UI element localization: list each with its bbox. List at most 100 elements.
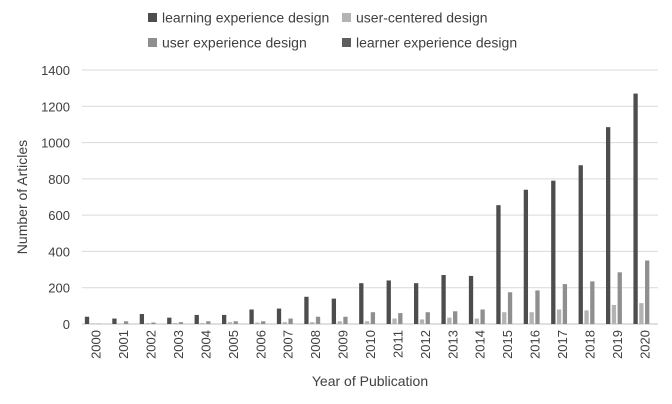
bar bbox=[633, 93, 638, 324]
bar bbox=[151, 322, 156, 324]
bar bbox=[398, 313, 403, 324]
bar bbox=[118, 323, 123, 324]
x-tick-label: 2013 bbox=[445, 330, 460, 359]
bar bbox=[551, 180, 556, 324]
bar bbox=[194, 314, 199, 324]
bar bbox=[468, 275, 474, 324]
y-tick-label: 400 bbox=[48, 244, 70, 259]
bar bbox=[337, 321, 342, 324]
bar bbox=[590, 281, 595, 324]
bar bbox=[386, 280, 391, 324]
bar bbox=[617, 272, 622, 324]
bar bbox=[167, 317, 172, 324]
bar bbox=[364, 321, 370, 324]
bar bbox=[112, 318, 117, 324]
bar bbox=[441, 275, 446, 324]
bar bbox=[282, 322, 287, 324]
x-tick-label: 2000 bbox=[89, 330, 104, 359]
bar bbox=[249, 309, 254, 324]
bar bbox=[645, 260, 650, 324]
bar bbox=[172, 323, 178, 324]
x-tick-label: 2008 bbox=[308, 330, 323, 359]
bar bbox=[496, 205, 501, 324]
bar bbox=[535, 290, 540, 324]
y-tick-label: 800 bbox=[48, 172, 70, 187]
bar bbox=[222, 314, 227, 324]
y-axis-ticks: 0 200 400 600 800 1000 1200 1400 bbox=[41, 63, 70, 332]
bar bbox=[206, 321, 211, 324]
y-tick-label: 0 bbox=[63, 317, 70, 332]
x-axis-title: Year of Publication bbox=[312, 373, 428, 389]
bar bbox=[343, 316, 348, 324]
bar bbox=[200, 323, 205, 324]
x-axis-ticks: 2000 2001 2002 2003 2004 2005 2006 2007 2008 2009… bbox=[89, 330, 653, 359]
bar bbox=[288, 318, 293, 324]
gridlines bbox=[82, 69, 658, 325]
x-tick-label: 2006 bbox=[253, 330, 268, 359]
y-tick-label: 200 bbox=[48, 281, 70, 296]
y-tick-label: 1400 bbox=[41, 63, 70, 78]
bar bbox=[639, 303, 644, 324]
x-tick-label: 2007 bbox=[281, 330, 296, 359]
legend-swatch bbox=[148, 38, 157, 47]
x-tick-label: 2017 bbox=[555, 330, 570, 359]
bar bbox=[584, 310, 589, 324]
bar bbox=[578, 165, 583, 324]
bar bbox=[562, 284, 568, 324]
x-tick-label: 2012 bbox=[418, 330, 433, 359]
bar bbox=[502, 312, 507, 324]
bar bbox=[90, 323, 95, 324]
bar bbox=[507, 292, 513, 324]
x-tick-label: 2001 bbox=[116, 330, 131, 359]
bar bbox=[414, 283, 419, 324]
x-tick-label: 2020 bbox=[637, 330, 652, 359]
bar bbox=[611, 304, 617, 324]
y-tick-label: 600 bbox=[48, 208, 70, 223]
bar bbox=[359, 283, 364, 324]
bar bbox=[310, 322, 315, 324]
bar bbox=[178, 322, 184, 324]
x-tick-label: 2014 bbox=[473, 330, 488, 359]
bar bbox=[419, 319, 425, 324]
bar bbox=[139, 314, 145, 324]
legend-swatch bbox=[342, 13, 351, 22]
legend-label: learner experience design bbox=[356, 35, 517, 51]
bar bbox=[227, 322, 233, 324]
legend-swatch bbox=[342, 38, 351, 47]
y-tick-label: 1000 bbox=[41, 136, 70, 151]
bar bbox=[370, 312, 376, 324]
bar bbox=[523, 189, 529, 324]
bar bbox=[606, 127, 611, 325]
x-tick-label: 2010 bbox=[363, 330, 378, 359]
legend-label: user experience design bbox=[162, 35, 307, 51]
x-tick-label: 2005 bbox=[226, 330, 241, 359]
x-tick-label: 2004 bbox=[198, 330, 213, 359]
bar bbox=[255, 322, 260, 324]
x-tick-label: 2016 bbox=[528, 330, 543, 359]
x-tick-label: 2003 bbox=[171, 330, 186, 359]
bar bbox=[261, 321, 266, 324]
bars bbox=[84, 93, 650, 325]
y-tick-label: 1200 bbox=[41, 99, 70, 114]
bar bbox=[447, 317, 452, 324]
bar bbox=[276, 308, 282, 324]
bar bbox=[480, 309, 485, 324]
x-tick-label: 2002 bbox=[144, 330, 159, 359]
x-tick-label: 2011 bbox=[390, 330, 405, 358]
bar bbox=[453, 311, 458, 324]
bar bbox=[123, 321, 129, 324]
y-axis-title: Number of Articles bbox=[14, 140, 30, 254]
bar bbox=[425, 312, 430, 324]
x-tick-label: 2018 bbox=[582, 330, 597, 359]
x-tick-label: 2015 bbox=[500, 330, 515, 359]
bar bbox=[84, 316, 90, 324]
legend-label: user-centered design bbox=[356, 10, 488, 26]
x-tick-label: 2009 bbox=[336, 330, 351, 359]
bar bbox=[145, 323, 150, 324]
x-tick-label: 2019 bbox=[610, 330, 625, 359]
bar bbox=[233, 321, 238, 324]
legend: learning experience design user-centered … bbox=[148, 10, 517, 51]
bar bbox=[304, 296, 309, 324]
